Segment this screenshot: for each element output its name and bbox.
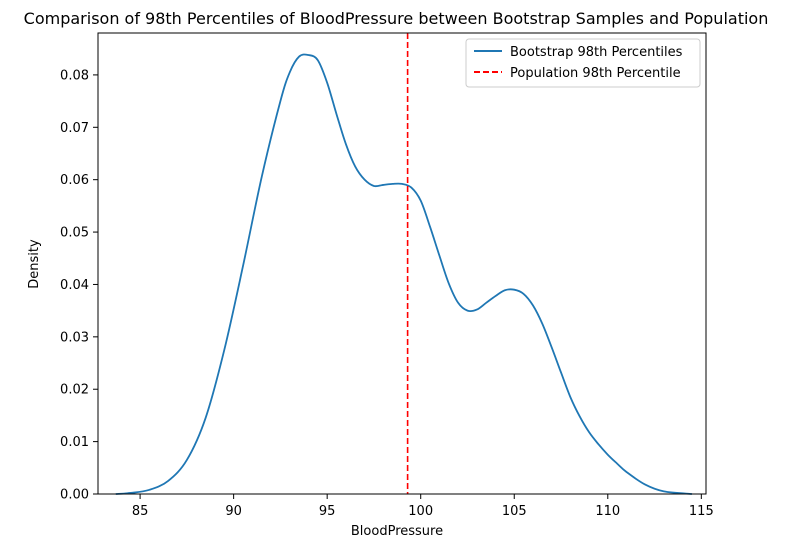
x-tick-label: 85 [132, 504, 149, 519]
x-tick-label: 115 [689, 504, 714, 519]
legend-label-population: Population 98th Percentile [510, 66, 681, 81]
legend: Bootstrap 98th Percentiles Population 98… [465, 38, 701, 88]
y-tick-label: 0.00 [60, 488, 89, 503]
y-tick-label: 0.01 [60, 435, 89, 450]
y-tick-label: 0.04 [60, 278, 89, 293]
y-tick-label: 0.06 [60, 173, 89, 188]
x-tick-label: 90 [225, 504, 242, 519]
legend-label-bootstrap: Bootstrap 98th Percentiles [510, 45, 683, 60]
axes-frame [97, 32, 707, 495]
y-tick-label: 0.02 [60, 383, 89, 398]
x-tick-label: 100 [408, 504, 433, 519]
y-axis-label: Density [27, 239, 42, 289]
y-axis-ticks: 0.00 0.01 0.02 0.03 0.04 0.05 0.06 0.07 0.08 [60, 68, 98, 503]
x-tick-label: 95 [319, 504, 336, 519]
series-line-bootstrap [115, 53, 693, 495]
x-tick-label: 110 [595, 504, 620, 519]
y-tick-label: 0.05 [60, 226, 89, 241]
x-axis-label: BloodPressure [351, 524, 443, 539]
legend-box [465, 38, 701, 88]
chart-title: Comparison of 98th Percentiles of BloodP… [24, 9, 769, 28]
plot-area [115, 33, 693, 495]
x-axis-ticks: 85 90 95 100 105 110 115 [132, 494, 714, 519]
y-tick-label: 0.07 [60, 121, 89, 136]
x-tick-label: 105 [502, 504, 527, 519]
y-tick-label: 0.08 [60, 68, 89, 83]
y-tick-label: 0.03 [60, 330, 89, 345]
